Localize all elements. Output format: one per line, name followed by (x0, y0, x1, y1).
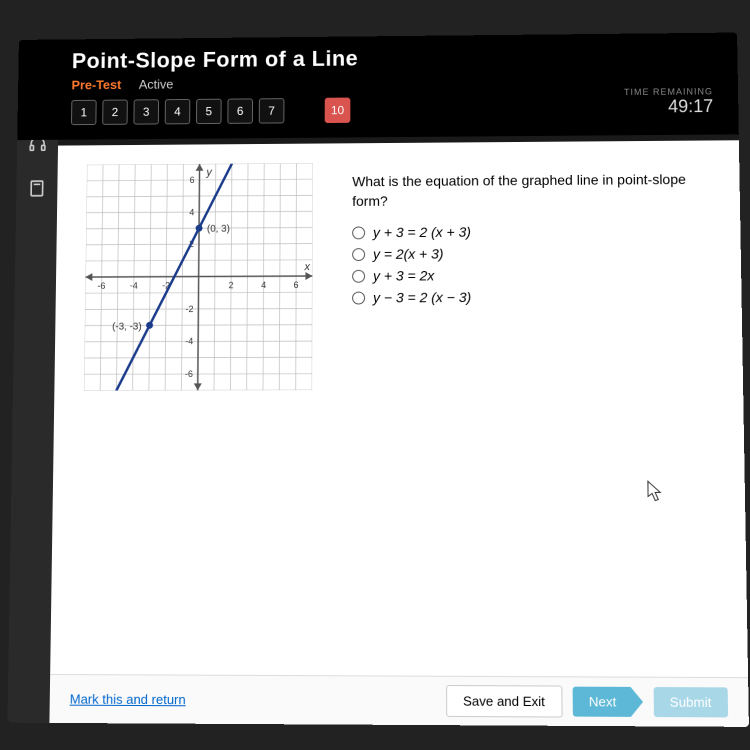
question-text: What is the equation of the graphed line… (352, 170, 710, 211)
timer-value: 49:17 (624, 96, 713, 117)
svg-text:4: 4 (261, 280, 266, 290)
radio-icon (352, 291, 365, 304)
question-nav-5[interactable]: 5 (196, 99, 222, 124)
option-label: y = 2(x + 3) (373, 246, 444, 262)
content-area: -6-6-4-4-2-2224466xy(0, 3)(-3, -3) What … (49, 140, 749, 727)
option-2[interactable]: y + 3 = 2x (352, 266, 711, 284)
page-title: Point-Slope Form of a Line (72, 42, 718, 74)
footer: Mark this and return Save and Exit Next … (49, 674, 749, 727)
radio-icon (352, 270, 365, 283)
next-button[interactable]: Next (572, 687, 643, 717)
save-exit-button[interactable]: Save and Exit (446, 685, 563, 718)
question-nav: 1234567 10 (71, 94, 718, 125)
option-3[interactable]: y − 3 = 2 (x − 3) (352, 288, 711, 305)
radio-icon (352, 226, 365, 239)
active-label: Active (139, 77, 174, 92)
option-label: y + 3 = 2 (x + 3) (373, 224, 471, 240)
question-nav-1[interactable]: 1 (71, 100, 97, 125)
option-0[interactable]: y + 3 = 2 (x + 3) (352, 223, 710, 241)
radio-icon (352, 248, 365, 261)
calculator-icon[interactable] (25, 177, 49, 200)
svg-text:(-3, -3): (-3, -3) (112, 321, 142, 332)
svg-text:-4: -4 (130, 281, 138, 291)
svg-text:-4: -4 (185, 336, 193, 346)
question-nav-6[interactable]: 6 (227, 98, 253, 123)
header: Point-Slope Form of a Line Pre-Test Acti… (17, 33, 739, 141)
option-1[interactable]: y = 2(x + 3) (352, 244, 710, 262)
mark-return-link[interactable]: Mark this and return (70, 691, 186, 707)
svg-text:x: x (303, 261, 310, 273)
question-nav-current[interactable]: 10 (325, 98, 351, 123)
option-label: y + 3 = 2x (373, 268, 434, 284)
question-nav-4[interactable]: 4 (165, 99, 191, 124)
cursor-icon (647, 480, 664, 502)
svg-text:2: 2 (229, 280, 234, 290)
svg-text:y: y (205, 167, 212, 179)
graph: -6-6-4-4-2-2224466xy(0, 3)(-3, -3) (84, 163, 313, 390)
options-list: y + 3 = 2 (x + 3) y = 2(x + 3) y + 3 = 2x y… (352, 223, 711, 306)
svg-text:-6: -6 (185, 369, 193, 379)
question-nav-7[interactable]: 7 (259, 98, 285, 123)
svg-text:6: 6 (294, 280, 299, 290)
submit-button[interactable]: Submit (653, 687, 728, 717)
svg-text:-2: -2 (186, 304, 194, 314)
svg-text:-6: -6 (98, 281, 106, 291)
svg-text:4: 4 (189, 207, 194, 217)
svg-text:6: 6 (190, 175, 195, 185)
pretest-label: Pre-Test (71, 77, 121, 92)
svg-text:(0, 3): (0, 3) (207, 224, 230, 235)
question-nav-3[interactable]: 3 (133, 99, 159, 124)
question-nav-2[interactable]: 2 (102, 100, 128, 125)
option-label: y − 3 = 2 (x − 3) (373, 289, 471, 305)
